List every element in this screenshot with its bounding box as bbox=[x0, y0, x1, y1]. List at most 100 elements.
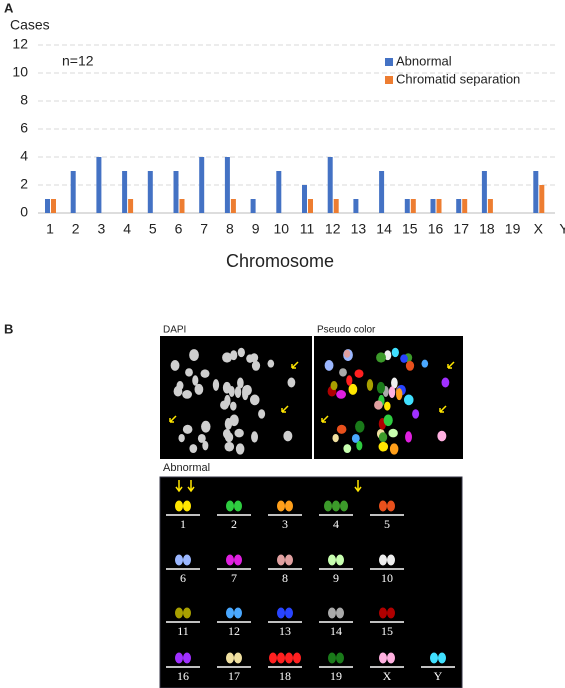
chromosome-label: 3 bbox=[282, 517, 288, 531]
chromosome-spot bbox=[388, 428, 398, 438]
bar bbox=[410, 199, 416, 213]
chromosome bbox=[387, 652, 395, 664]
bar bbox=[224, 157, 230, 213]
chromosome-spot bbox=[234, 386, 242, 398]
chromosome-spot bbox=[229, 414, 239, 427]
x-tick-label: 11 bbox=[300, 221, 315, 237]
chromosome-label: X bbox=[383, 669, 392, 683]
chromosome-spot bbox=[346, 375, 353, 386]
chromosome-spot bbox=[222, 381, 232, 394]
chromosome-label: 17 bbox=[228, 669, 240, 683]
chromosome-spot bbox=[212, 379, 220, 391]
chromosome-spot bbox=[332, 433, 339, 443]
chromosome-spot bbox=[237, 377, 244, 389]
chromosome-spot bbox=[251, 360, 261, 371]
chromosome-spot bbox=[336, 424, 347, 434]
x-tick-label: 2 bbox=[72, 221, 80, 237]
chromosome-spot bbox=[200, 369, 210, 378]
bar bbox=[122, 171, 128, 213]
bar bbox=[487, 199, 493, 213]
chromosome bbox=[430, 652, 438, 664]
chromosome bbox=[379, 500, 387, 512]
chromosome-spot bbox=[336, 390, 347, 399]
x-tick-label: Y bbox=[559, 221, 565, 237]
arrow bbox=[175, 480, 183, 493]
bar bbox=[179, 199, 185, 213]
chromosome bbox=[175, 500, 183, 512]
chromosome bbox=[183, 607, 191, 619]
chromosome-label: 12 bbox=[228, 624, 240, 638]
chromosome-spot bbox=[267, 359, 275, 368]
chromosome bbox=[277, 652, 285, 664]
chromosome-label: 11 bbox=[177, 624, 189, 638]
chromosome-label: 1 bbox=[180, 517, 186, 531]
x-tick-label: 6 bbox=[175, 221, 183, 237]
chromosome-spot bbox=[237, 347, 245, 358]
y-tick-label: 0 bbox=[20, 204, 28, 220]
chromosome-spot bbox=[249, 394, 260, 406]
arrow bbox=[447, 361, 455, 369]
chromosome-spot bbox=[356, 440, 363, 451]
chromosome-spot bbox=[376, 352, 386, 363]
bar bbox=[173, 171, 179, 213]
y-tick-label: 4 bbox=[20, 148, 28, 164]
chromosome-spot bbox=[178, 433, 185, 443]
chromosome-spot bbox=[378, 432, 388, 443]
arrow bbox=[291, 361, 299, 369]
chromosome-spot bbox=[384, 401, 391, 411]
chromosome-spot bbox=[400, 354, 408, 363]
y-tick-label: 2 bbox=[20, 176, 28, 192]
chromosome bbox=[336, 607, 344, 619]
chromosome bbox=[379, 652, 387, 664]
chromosome-spot bbox=[176, 380, 184, 391]
chromosome-spot bbox=[192, 375, 199, 386]
annotation: n=12 bbox=[62, 53, 94, 69]
chromosome-spot bbox=[391, 377, 398, 389]
panel-label: A bbox=[4, 0, 14, 15]
chromosome bbox=[328, 554, 336, 566]
x-tick-label: 17 bbox=[453, 221, 469, 237]
x-tick-label: X bbox=[534, 221, 544, 237]
chromosome-label: 2 bbox=[231, 517, 237, 531]
chromosome-spot bbox=[194, 383, 204, 395]
chromosome-spot bbox=[224, 441, 235, 452]
chromosome-label: 9 bbox=[333, 571, 339, 585]
arrow bbox=[321, 415, 329, 423]
chromosome bbox=[226, 554, 234, 566]
chromosome-spot bbox=[220, 400, 229, 410]
x-tick-label: 15 bbox=[402, 221, 418, 237]
chromosome bbox=[324, 500, 332, 512]
chromosome-spot bbox=[351, 433, 360, 443]
bar bbox=[250, 199, 256, 213]
x-tick-label: 7 bbox=[200, 221, 208, 237]
chromosome bbox=[183, 500, 191, 512]
chromosome bbox=[226, 607, 234, 619]
chromosome-spot bbox=[355, 420, 365, 433]
bar bbox=[70, 171, 76, 213]
chromosome bbox=[226, 500, 234, 512]
chromosome-spot bbox=[230, 401, 237, 411]
chromosome-spot bbox=[235, 443, 245, 455]
chromosome bbox=[332, 500, 340, 512]
chromosome-spot bbox=[378, 441, 389, 452]
chromosome-label: 16 bbox=[177, 669, 189, 683]
chromosome bbox=[336, 652, 344, 664]
bar bbox=[276, 171, 282, 213]
bar bbox=[302, 185, 307, 213]
chromosome-spot bbox=[242, 388, 249, 401]
bar bbox=[147, 171, 153, 213]
x-tick-label: 12 bbox=[325, 221, 341, 237]
chromosome bbox=[175, 652, 183, 664]
x-tick-label: 16 bbox=[428, 221, 444, 237]
bar bbox=[199, 157, 205, 213]
chromosome-spot bbox=[388, 386, 396, 398]
arrow bbox=[169, 415, 177, 423]
x-tick-label: 9 bbox=[252, 221, 260, 237]
legend-label: Abnormal bbox=[396, 53, 452, 68]
chromosome bbox=[340, 500, 348, 512]
chromosome-spot bbox=[405, 360, 415, 371]
image-title: DAPI bbox=[163, 325, 186, 336]
chromosome bbox=[379, 607, 387, 619]
bar bbox=[404, 199, 410, 213]
